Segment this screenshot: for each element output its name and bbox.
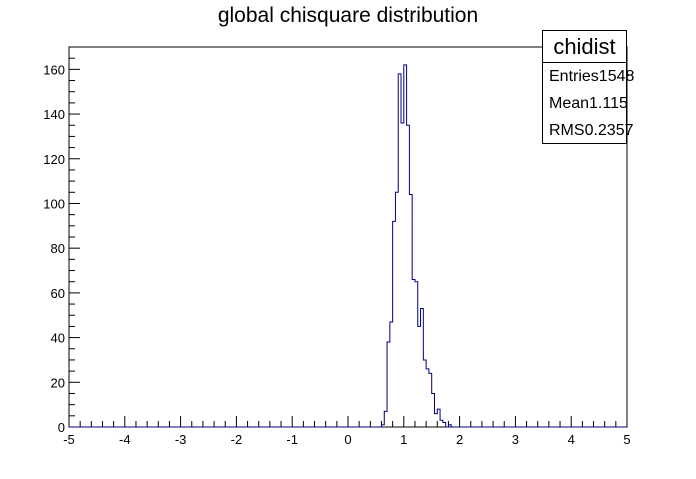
x-tick-label: 1 <box>400 432 407 447</box>
stats-value: 1548 <box>598 67 635 85</box>
x-tick-label: 0 <box>344 432 351 447</box>
x-tick-label: -1 <box>286 432 298 447</box>
stats-row-entries: Entries 1548 <box>543 63 634 90</box>
stats-row-rms: RMS 0.2357 <box>543 117 634 144</box>
y-tick-label: 40 <box>51 331 65 346</box>
x-tick-label: -2 <box>231 432 243 447</box>
x-tick-label: -4 <box>119 432 131 447</box>
y-tick-label: 100 <box>43 196 65 211</box>
y-tick-label: 160 <box>43 62 65 77</box>
histogram-series <box>69 64 627 428</box>
y-tick-label: 140 <box>43 107 65 122</box>
x-tick-label: -3 <box>175 432 187 447</box>
stats-title: chidist <box>543 31 626 63</box>
x-tick-label: 4 <box>568 432 575 447</box>
stats-row-mean: Mean 1.115 <box>543 90 628 117</box>
y-tick-label: 80 <box>51 241 65 256</box>
tick-labels: -5 -4 -3 -2 -1 0 1 2 3 4 5 0 20 40 60 80 100 120 140 160 <box>43 62 630 447</box>
chart-title: global chisquare distribution <box>218 4 478 27</box>
stats-label: RMS <box>549 121 585 139</box>
x-tick-label: -5 <box>63 432 75 447</box>
x-tick-label: 5 <box>623 432 630 447</box>
y-tick-label: 20 <box>51 375 65 390</box>
y-tick-label: 120 <box>43 152 65 167</box>
stats-value: 1.115 <box>589 94 628 112</box>
stats-label: Mean <box>549 94 590 112</box>
stats-label: Entries <box>549 67 599 85</box>
stats-value: 0.2357 <box>584 121 634 139</box>
x-tick-label: 3 <box>512 432 519 447</box>
y-tick-label: 60 <box>51 286 65 301</box>
axis-ticks <box>68 46 628 428</box>
y-tick-label: 0 <box>58 420 65 435</box>
x-tick-label: 2 <box>456 432 463 447</box>
stats-box: chidist Entries 1548 Mean 1.115 RMS 0.23… <box>542 30 634 144</box>
